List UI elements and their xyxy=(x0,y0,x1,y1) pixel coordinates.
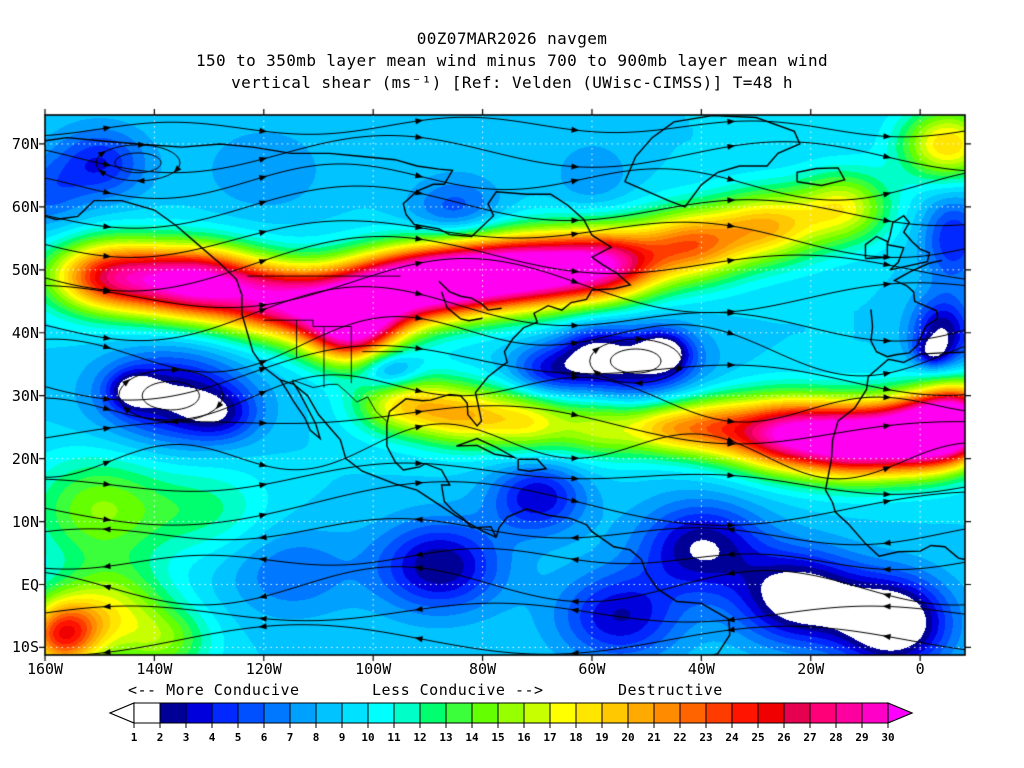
lat-tick-label: 40N xyxy=(11,323,39,342)
lon-tick-label: 80W xyxy=(469,660,497,678)
lat-tick-label: 10N xyxy=(11,512,39,531)
svg-text:21: 21 xyxy=(647,731,661,744)
svg-text:13: 13 xyxy=(439,731,452,744)
svg-text:18: 18 xyxy=(569,731,582,744)
lat-tick-label: 50N xyxy=(11,260,39,279)
lon-tick-label: 60W xyxy=(578,660,606,678)
lon-tick-label: 160W xyxy=(26,660,64,678)
legend-destructive: Destructive xyxy=(618,681,723,699)
colorbar-legend: <-- More Conducive Less Conducive --> De… xyxy=(0,681,1024,701)
svg-text:9: 9 xyxy=(339,731,346,744)
lon-tick-label: 20W xyxy=(797,660,825,678)
colorbar: 1 2 3 4 5 6 7 8 9 10 11 12 13 14 15 16 17 18 19 20 21 22 23 24 2… xyxy=(106,701,918,747)
svg-text:6: 6 xyxy=(261,731,268,744)
legend-less-conducive: Less Conducive --> xyxy=(372,681,544,699)
svg-text:27: 27 xyxy=(803,731,816,744)
chart-title-line2: 150 to 350mb layer mean wind minus 700 t… xyxy=(195,51,829,70)
lat-tick-label: 30N xyxy=(11,386,39,405)
svg-text:28: 28 xyxy=(829,731,842,744)
colorbar-svg: 1 2 3 4 5 6 7 8 9 10 11 12 13 14 15 16 17 18 19 20 21 22 23 24 2… xyxy=(108,702,914,744)
chart-titles: 00Z07MAR2026 navgem 150 to 350mb layer m… xyxy=(0,28,1024,94)
svg-text:17: 17 xyxy=(543,731,556,744)
chart-title-line1: 00Z07MAR2026 navgem xyxy=(416,29,608,48)
lon-tick-label: 140W xyxy=(136,660,173,678)
svg-text:5: 5 xyxy=(235,731,242,744)
lat-tick-label: 20N xyxy=(11,449,39,468)
svg-text:24: 24 xyxy=(725,731,739,744)
svg-text:2: 2 xyxy=(157,731,164,744)
shear-map-canvas xyxy=(37,107,973,663)
svg-text:25: 25 xyxy=(751,731,764,744)
lon-tick-label: 40W xyxy=(687,660,715,678)
svg-text:11: 11 xyxy=(387,731,401,744)
svg-text:16: 16 xyxy=(517,731,531,744)
svg-text:14: 14 xyxy=(465,731,479,744)
svg-text:15: 15 xyxy=(491,731,504,744)
svg-text:20: 20 xyxy=(621,731,634,744)
svg-text:4: 4 xyxy=(209,731,216,744)
svg-text:10: 10 xyxy=(361,731,374,744)
svg-text:3: 3 xyxy=(183,731,190,744)
lat-tick-label: 60N xyxy=(11,197,39,216)
svg-text:7: 7 xyxy=(287,731,294,744)
svg-text:30: 30 xyxy=(881,731,894,744)
svg-text:22: 22 xyxy=(673,731,686,744)
svg-text:29: 29 xyxy=(855,731,868,744)
lat-tick-label: 10S xyxy=(11,638,39,657)
lat-tick-label: 70N xyxy=(11,134,39,153)
lat-tick-label: EQ xyxy=(20,575,39,594)
svg-text:1: 1 xyxy=(131,731,138,744)
lon-tick-label: 100W xyxy=(355,660,392,678)
svg-text:12: 12 xyxy=(413,731,426,744)
map-area: 70N 60N 50N 40N 30N 20N 10N EQ 10S 160W 140W 120W 1… xyxy=(12,107,973,678)
chart-title-line3: vertical shear (ms⁻¹) [Ref: Velden (UWis… xyxy=(231,73,793,92)
svg-text:8: 8 xyxy=(313,731,320,744)
svg-text:19: 19 xyxy=(595,731,608,744)
legend-more-conducive: <-- More Conducive xyxy=(128,681,300,699)
lon-tick-label: 120W xyxy=(245,660,282,678)
svg-text:23: 23 xyxy=(699,731,712,744)
svg-text:26: 26 xyxy=(777,731,791,744)
lon-tick-label: 0 xyxy=(915,660,925,678)
